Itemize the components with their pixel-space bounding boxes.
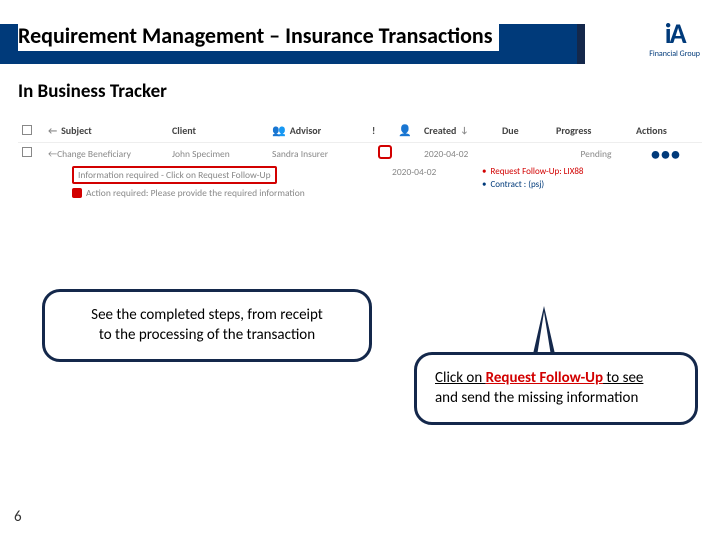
row-actions-menu[interactable]: ••• [636, 143, 696, 165]
logo-subtext: Financial Group [649, 49, 700, 59]
callout-followup-post2: and send the missing information [435, 389, 638, 407]
callout-steps: See the completed steps, from receipt to… [42, 289, 372, 362]
header-created[interactable]: Created [424, 124, 502, 137]
contract-link-code: (psj) [528, 179, 544, 190]
info-required-highlight: Information required - Click on Request … [72, 166, 277, 184]
callout-followup: Click on Request Follow-Up to see and se… [414, 352, 698, 425]
header-person[interactable] [398, 124, 424, 137]
header-subject[interactable]: Subject [48, 124, 172, 137]
expand-links: • Request Follow-Up: LIX88 • Contract : … [482, 166, 642, 199]
page-number: 6 [14, 508, 22, 526]
row-subject: Change Beneficiary [48, 147, 172, 160]
person-icon [398, 124, 412, 137]
tracker-table: Subject Client Advisor ! Created Due Pro… [18, 118, 702, 205]
callout-followup-post1: to see [603, 369, 643, 387]
header-client[interactable]: Client [172, 124, 272, 137]
header-priority[interactable]: ! [372, 124, 398, 137]
row-checkbox[interactable] [22, 147, 48, 160]
row-client: John Specimen [172, 148, 272, 160]
expand-messages: Information required - Click on Request … [72, 166, 392, 199]
section-subtitle: In Business Tracker [18, 80, 167, 103]
bullet-blue-icon: • [482, 179, 486, 190]
logo: iA Financial Group [649, 16, 700, 59]
callout-steps-line1: See the completed steps, from receipt [63, 306, 351, 326]
row-progress: Pending [556, 148, 636, 160]
contract-link[interactable]: • Contract : (psj) [482, 179, 642, 190]
followup-link-code: LIX88 [564, 166, 584, 177]
logo-text: iA [649, 16, 700, 51]
more-icon: ••• [651, 143, 681, 165]
expanded-detail-row: Information required - Click on Request … [18, 164, 702, 205]
callout-followup-pre: Click on [435, 369, 486, 387]
table-row[interactable]: Change Beneficiary John Specimen Sandra … [18, 142, 702, 164]
header-checkbox[interactable] [22, 125, 48, 135]
row-advisor: Sandra Insurer [272, 148, 372, 160]
expand-date: 2020-04-02 [392, 166, 482, 199]
callout-followup-link: Request Follow-Up [486, 369, 603, 387]
table-header-row: Subject Client Advisor ! Created Due Pro… [18, 118, 702, 142]
contract-link-label: Contract : [490, 179, 528, 190]
header-actions[interactable]: Actions [636, 124, 696, 137]
callout-steps-line2: to the processing of the transaction [63, 326, 351, 346]
row-created: 2020-04-02 [424, 148, 502, 160]
followup-link-label: Request Follow-Up: [490, 166, 563, 177]
request-followup-link[interactable]: • Request Follow-Up: LIX88 [482, 166, 642, 177]
header-advisor-label: Advisor [290, 124, 322, 137]
alert-icon [72, 188, 82, 198]
page-title: Requirement Management – Insurance Trans… [18, 20, 499, 51]
people-icon [272, 124, 286, 137]
header-advisor[interactable]: Advisor [272, 124, 372, 137]
callout-followup-tail [533, 306, 555, 354]
header-due[interactable]: Due [502, 124, 556, 137]
action-required-text: Action required: Please provide the requ… [86, 187, 305, 199]
action-required-line: Action required: Please provide the requ… [72, 187, 392, 199]
bullet-red-icon: • [482, 166, 486, 177]
row-priority-highlight [372, 145, 398, 162]
header-progress[interactable]: Progress [556, 124, 636, 137]
